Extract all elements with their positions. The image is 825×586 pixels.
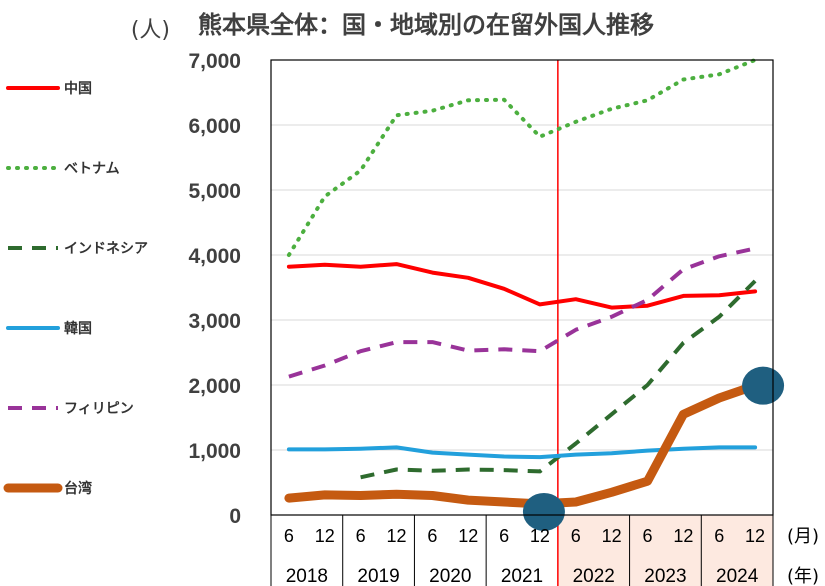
y-tick-label: 7,000	[188, 50, 241, 73]
y-tick-label: 1,000	[188, 440, 241, 463]
month-tick-label: 6	[571, 526, 581, 546]
month-tick-label: 12	[458, 526, 478, 546]
legend-label: 中国	[64, 80, 92, 97]
y-tick-label: 2,000	[188, 375, 241, 398]
month-tick-label: 12	[602, 526, 622, 546]
legend-label: インドネシア	[64, 241, 148, 257]
month-tick-label: 6	[714, 526, 724, 546]
month-tick-label: 6	[642, 526, 652, 546]
y-unit-label: (人)	[131, 18, 170, 43]
series-line	[284, 381, 760, 509]
month-tick-label: 6	[356, 526, 366, 546]
y-tick-label: 3,000	[188, 310, 241, 333]
highlight-marker	[742, 366, 785, 405]
year-tick-label: 2019	[357, 566, 399, 586]
month-tick-label: 12	[315, 526, 335, 546]
year-tick-label: 2023	[644, 566, 686, 586]
chart-title: 熊本県全体：国・地域別の在留外国人推移	[198, 11, 654, 39]
series-line	[286, 262, 758, 310]
highlight-marker	[522, 492, 565, 531]
highlight-period-background	[557, 515, 773, 586]
year-tick-label: 2020	[429, 566, 471, 586]
year-tick-label: 2024	[716, 566, 759, 586]
year-tick-label: 2018	[286, 566, 328, 586]
year-unit-label: (年)	[787, 566, 819, 586]
y-tick-labels: 0 1,000 2,000 3,000 4,000 5,000 6,000 7,000	[188, 50, 241, 528]
month-tick-label: 6	[427, 526, 437, 546]
year-tick-label: 2021	[501, 566, 543, 586]
series-line	[286, 445, 758, 460]
y-tick-label: 5,000	[188, 180, 241, 203]
series-line	[288, 246, 756, 379]
y-tick-label: 6,000	[188, 115, 241, 138]
month-tick-label: 12	[673, 526, 693, 546]
legend-label: ベトナム	[64, 161, 120, 177]
month-tick-label: 12	[530, 526, 550, 546]
legend-label: 台湾	[64, 480, 92, 497]
month-tick-label: 12	[386, 526, 406, 546]
plot-frame	[270, 59, 774, 516]
legend-label: 韓国	[64, 320, 92, 337]
legend-label: フィリピン	[64, 401, 134, 417]
x-axis-table: 6 12 6 12 6 12 6 12 6 12 6 12 6 12 2018 2019 2020 2021 202…	[270, 515, 819, 586]
y-tick-label: 0	[229, 505, 241, 528]
month-unit-label: (月)	[787, 526, 819, 547]
month-tick-label: 12	[745, 526, 765, 546]
month-tick-label: 6	[284, 526, 294, 546]
y-tick-label: 4,000	[188, 245, 241, 268]
series-group	[284, 58, 760, 509]
year-tick-label: 2022	[573, 566, 615, 586]
series-line	[286, 58, 758, 257]
month-tick-label: 6	[499, 526, 509, 546]
